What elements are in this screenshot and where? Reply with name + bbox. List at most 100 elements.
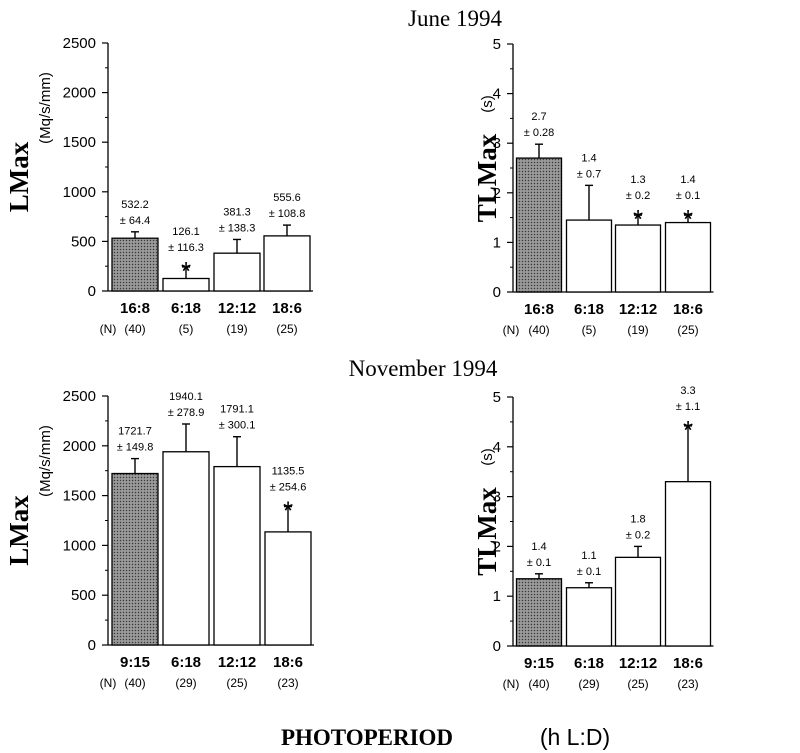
chart-panel-2: 0 1 2 3 4 5 TLMax (s) (N) ± 0.28 2.7 16:8 (40) ± 0.7 1… — [472, 36, 714, 337]
y-tick-label: 2500 — [63, 388, 96, 405]
x-tick-label: 9:15 — [524, 655, 554, 672]
n-count: (19) — [226, 322, 247, 336]
error-label: ± 0.28 — [524, 127, 555, 139]
y-tick-label: 2000 — [63, 85, 96, 102]
x-tick-label: 18:6 — [673, 655, 703, 672]
bar — [666, 482, 711, 646]
x-tick-label: 16:8 — [120, 300, 150, 317]
y-tick-label: 1000 — [63, 537, 96, 554]
y-axis-label: TLMax — [472, 487, 502, 576]
n-count: (25) — [226, 676, 247, 690]
value-label: 1.4 — [531, 541, 546, 553]
y-tick-label: 5 — [493, 389, 501, 406]
x-tick-label: 18:6 — [273, 654, 303, 671]
y-axis-unit: (s) — [479, 448, 496, 466]
significance-star: * — [683, 204, 693, 234]
value-label: 1.1 — [581, 550, 596, 562]
x-tick-label: 12:12 — [619, 301, 657, 318]
bar — [517, 158, 562, 292]
n-count: (23) — [277, 676, 298, 690]
y-axis-unit: (s) — [479, 95, 496, 113]
bar — [214, 253, 260, 291]
error-label: ± 0.2 — [626, 190, 650, 202]
chart-panel-1: 0 500 1000 1500 2000 2500 LMax(Mq/s/mm) (N) ± 64… — [4, 35, 313, 336]
bar — [264, 236, 310, 291]
value-label: 532.2 — [121, 199, 149, 211]
bar — [567, 588, 612, 646]
y-axis-unit: (Mq/s/mm) — [37, 425, 54, 497]
y-axis-label: TLMax — [472, 133, 502, 222]
y-tick-label: 1500 — [63, 488, 96, 505]
error-label: ± 0.7 — [577, 168, 601, 180]
x-tick-label: 6:18 — [171, 300, 201, 317]
value-label: 3.3 — [680, 385, 695, 397]
n-label: (N) — [503, 677, 520, 691]
x-tick-label: 9:15 — [120, 654, 150, 671]
y-tick-label: 0 — [493, 284, 501, 301]
significance-star: * — [283, 496, 293, 526]
n-count: (19) — [627, 323, 648, 337]
value-label: 1135.5 — [272, 466, 305, 478]
error-label: ± 0.1 — [676, 190, 700, 202]
value-label: 1940.1 — [169, 391, 203, 403]
error-label: ± 0.1 — [527, 557, 551, 569]
y-tick-label: 0 — [88, 637, 96, 654]
chart-panel-4: 0 1 2 3 4 5 TLMax (s) (N) ± 0.1 1.4 9:15 (40) ± 0.1 1.… — [472, 385, 714, 691]
value-label: 1.8 — [630, 513, 645, 525]
x-tick-label: 18:6 — [272, 300, 302, 317]
bar — [163, 452, 209, 645]
n-count: (29) — [175, 676, 196, 690]
error-label: ± 116.3 — [168, 242, 204, 254]
n-count: (29) — [578, 677, 599, 691]
x-tick-label: 12:12 — [218, 654, 256, 671]
significance-star: * — [633, 204, 643, 234]
error-label: ± 149.8 — [117, 442, 154, 454]
y-tick-label: 5 — [493, 36, 501, 53]
x-tick-label: 6:18 — [574, 655, 604, 672]
x-tick-label: 6:18 — [171, 654, 201, 671]
bar — [112, 238, 158, 291]
error-label: ± 0.2 — [626, 529, 650, 541]
bar — [616, 557, 661, 646]
value-label: 1.4 — [680, 174, 695, 186]
n-count: (5) — [582, 323, 597, 337]
error-label: ± 0.1 — [577, 566, 601, 578]
y-tick-label: 500 — [71, 233, 96, 250]
y-tick-label: 1000 — [63, 184, 96, 201]
error-label: ± 138.3 — [219, 222, 256, 234]
n-count: (40) — [124, 676, 145, 690]
n-count: (25) — [677, 323, 698, 337]
bar — [265, 532, 311, 645]
y-tick-label: 500 — [71, 587, 96, 604]
x-tick-label: 12:12 — [218, 300, 256, 317]
significance-star: * — [181, 256, 191, 286]
n-label: (N) — [100, 322, 117, 336]
value-label: 1721.7 — [118, 426, 152, 438]
y-tick-label: 0 — [88, 283, 96, 300]
bar — [616, 225, 661, 292]
value-label: 381.3 — [223, 206, 251, 218]
y-tick-label: 1 — [493, 588, 501, 605]
y-tick-label: 1 — [493, 234, 501, 251]
y-tick-label: 1500 — [63, 134, 96, 151]
error-label: ± 108.8 — [269, 208, 306, 220]
value-label: 1791.1 — [220, 404, 254, 416]
x-tick-label: 18:6 — [673, 301, 703, 318]
n-count: (25) — [627, 677, 648, 691]
error-label: ± 278.9 — [168, 407, 205, 419]
bar — [517, 579, 562, 646]
error-label: ± 64.4 — [120, 215, 151, 227]
n-label: (N) — [100, 676, 117, 690]
y-axis-label: LMax — [4, 495, 34, 566]
x-axis-title: PHOTOPERIOD — [281, 725, 453, 750]
y-axis-unit: (Mq/s/mm) — [37, 72, 54, 144]
november-title: November 1994 — [349, 356, 498, 381]
x-axis-unit: (h L:D) — [540, 724, 610, 750]
bar — [112, 474, 158, 645]
value-label: 2.7 — [531, 111, 546, 123]
y-tick-label: 0 — [493, 638, 501, 655]
value-label: 1.4 — [581, 152, 596, 164]
x-tick-label: 6:18 — [574, 301, 604, 318]
n-count: (40) — [528, 677, 549, 691]
